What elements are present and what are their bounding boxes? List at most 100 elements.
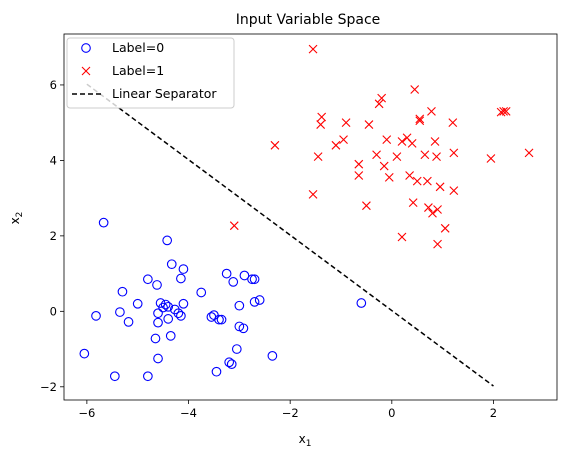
label0-point	[162, 235, 173, 246]
legend-label-label1: Label=1	[112, 63, 164, 78]
label0-point	[115, 307, 125, 317]
label1-point	[410, 85, 420, 94]
label0-point	[216, 314, 227, 325]
label1-point	[407, 139, 417, 148]
label0-point	[239, 270, 250, 281]
label0-point	[150, 333, 161, 344]
label0-point	[196, 287, 207, 298]
legend-marker-label1	[81, 66, 91, 76]
label1-point	[372, 150, 381, 160]
label0-point	[234, 300, 245, 311]
label1-point	[397, 137, 407, 146]
legend-marker-label0	[81, 43, 91, 53]
label0-point	[228, 277, 239, 287]
y-tick-label: 4	[50, 153, 57, 167]
label0-point	[143, 371, 153, 382]
x-axis-ticks: −6 −4 −2 0 2	[78, 400, 497, 420]
label1-point	[501, 106, 511, 116]
label1-point	[313, 152, 323, 162]
label0-point	[165, 331, 176, 341]
plot-area	[79, 44, 534, 387]
x-axis-label: x1	[299, 432, 312, 449]
label0-point	[247, 274, 257, 285]
label1-point	[415, 114, 425, 124]
label0-point	[163, 314, 174, 324]
label1-point	[427, 106, 436, 116]
label0-point	[98, 217, 109, 228]
label1-point	[435, 182, 445, 192]
label1-point	[524, 148, 534, 158]
legend: Label=0 Label=1 Linear Separator	[66, 37, 235, 109]
label1-point	[392, 152, 402, 162]
label0-point	[356, 298, 367, 308]
label0-point	[209, 310, 219, 320]
label0-point	[226, 359, 237, 370]
label0-point	[91, 311, 101, 321]
label1-point	[428, 208, 437, 218]
label1-point	[408, 198, 418, 208]
label1-point	[424, 203, 433, 212]
label1-point	[382, 135, 392, 145]
label1-point	[317, 112, 327, 122]
label0-point	[178, 298, 189, 309]
label0-point	[166, 259, 177, 270]
label0-point	[249, 274, 260, 285]
label0-point	[254, 295, 265, 305]
label1-point	[405, 171, 414, 180]
label1-point	[412, 176, 422, 186]
label1-point	[420, 150, 430, 160]
y-axis-ticks: −2 0 2 4 6	[40, 78, 64, 394]
label1-point	[341, 118, 351, 128]
label1-point	[499, 106, 509, 116]
label0-point	[231, 344, 242, 354]
label1-point	[377, 93, 387, 103]
plot-frame	[63, 33, 558, 401]
legend-label-label0: Label=0	[112, 40, 164, 55]
label0-point	[178, 264, 189, 274]
legend-box	[66, 37, 235, 109]
x-tick-label: 0	[388, 406, 395, 420]
label1-point	[433, 239, 442, 249]
label0-point	[163, 301, 174, 312]
label1-point	[308, 189, 318, 199]
x-tick-label: −6	[78, 406, 95, 420]
y-tick-label: 2	[50, 229, 57, 243]
label1-point	[449, 186, 459, 195]
label1-point	[374, 99, 384, 109]
label1-point	[354, 171, 364, 180]
label0-point	[155, 298, 166, 308]
label1-point	[432, 152, 441, 162]
label0-point	[153, 317, 163, 328]
label1-point	[430, 137, 440, 146]
label1-point	[308, 44, 318, 54]
legend-label-separator: Linear Separator	[112, 86, 217, 101]
label0-point	[153, 353, 163, 364]
label1-point	[384, 172, 394, 182]
label1-point	[229, 221, 239, 231]
label1-point	[440, 223, 450, 233]
label1-point	[362, 201, 371, 211]
label0-point	[238, 323, 249, 334]
x-tick-label: −4	[180, 406, 197, 420]
label0-point	[173, 308, 184, 319]
label0-point	[211, 366, 222, 377]
label1-point	[354, 159, 364, 169]
label0-point	[214, 314, 224, 325]
label1-point	[397, 232, 407, 242]
x-tick-label: −2	[282, 406, 299, 420]
label0-point	[176, 311, 186, 321]
label0-point	[221, 268, 232, 279]
label1-point	[449, 148, 459, 158]
label1-point	[433, 205, 442, 214]
label0-point	[249, 297, 260, 307]
y-tick-label: 0	[50, 304, 57, 318]
label0-point	[152, 280, 162, 290]
label1-point	[379, 161, 389, 171]
x-tick-label: 2	[490, 406, 497, 420]
label1-point	[331, 140, 341, 150]
label0-point	[267, 351, 278, 361]
label0-point	[153, 308, 163, 319]
label1-point	[364, 120, 374, 129]
chart-title: Input Variable Space	[236, 12, 381, 28]
